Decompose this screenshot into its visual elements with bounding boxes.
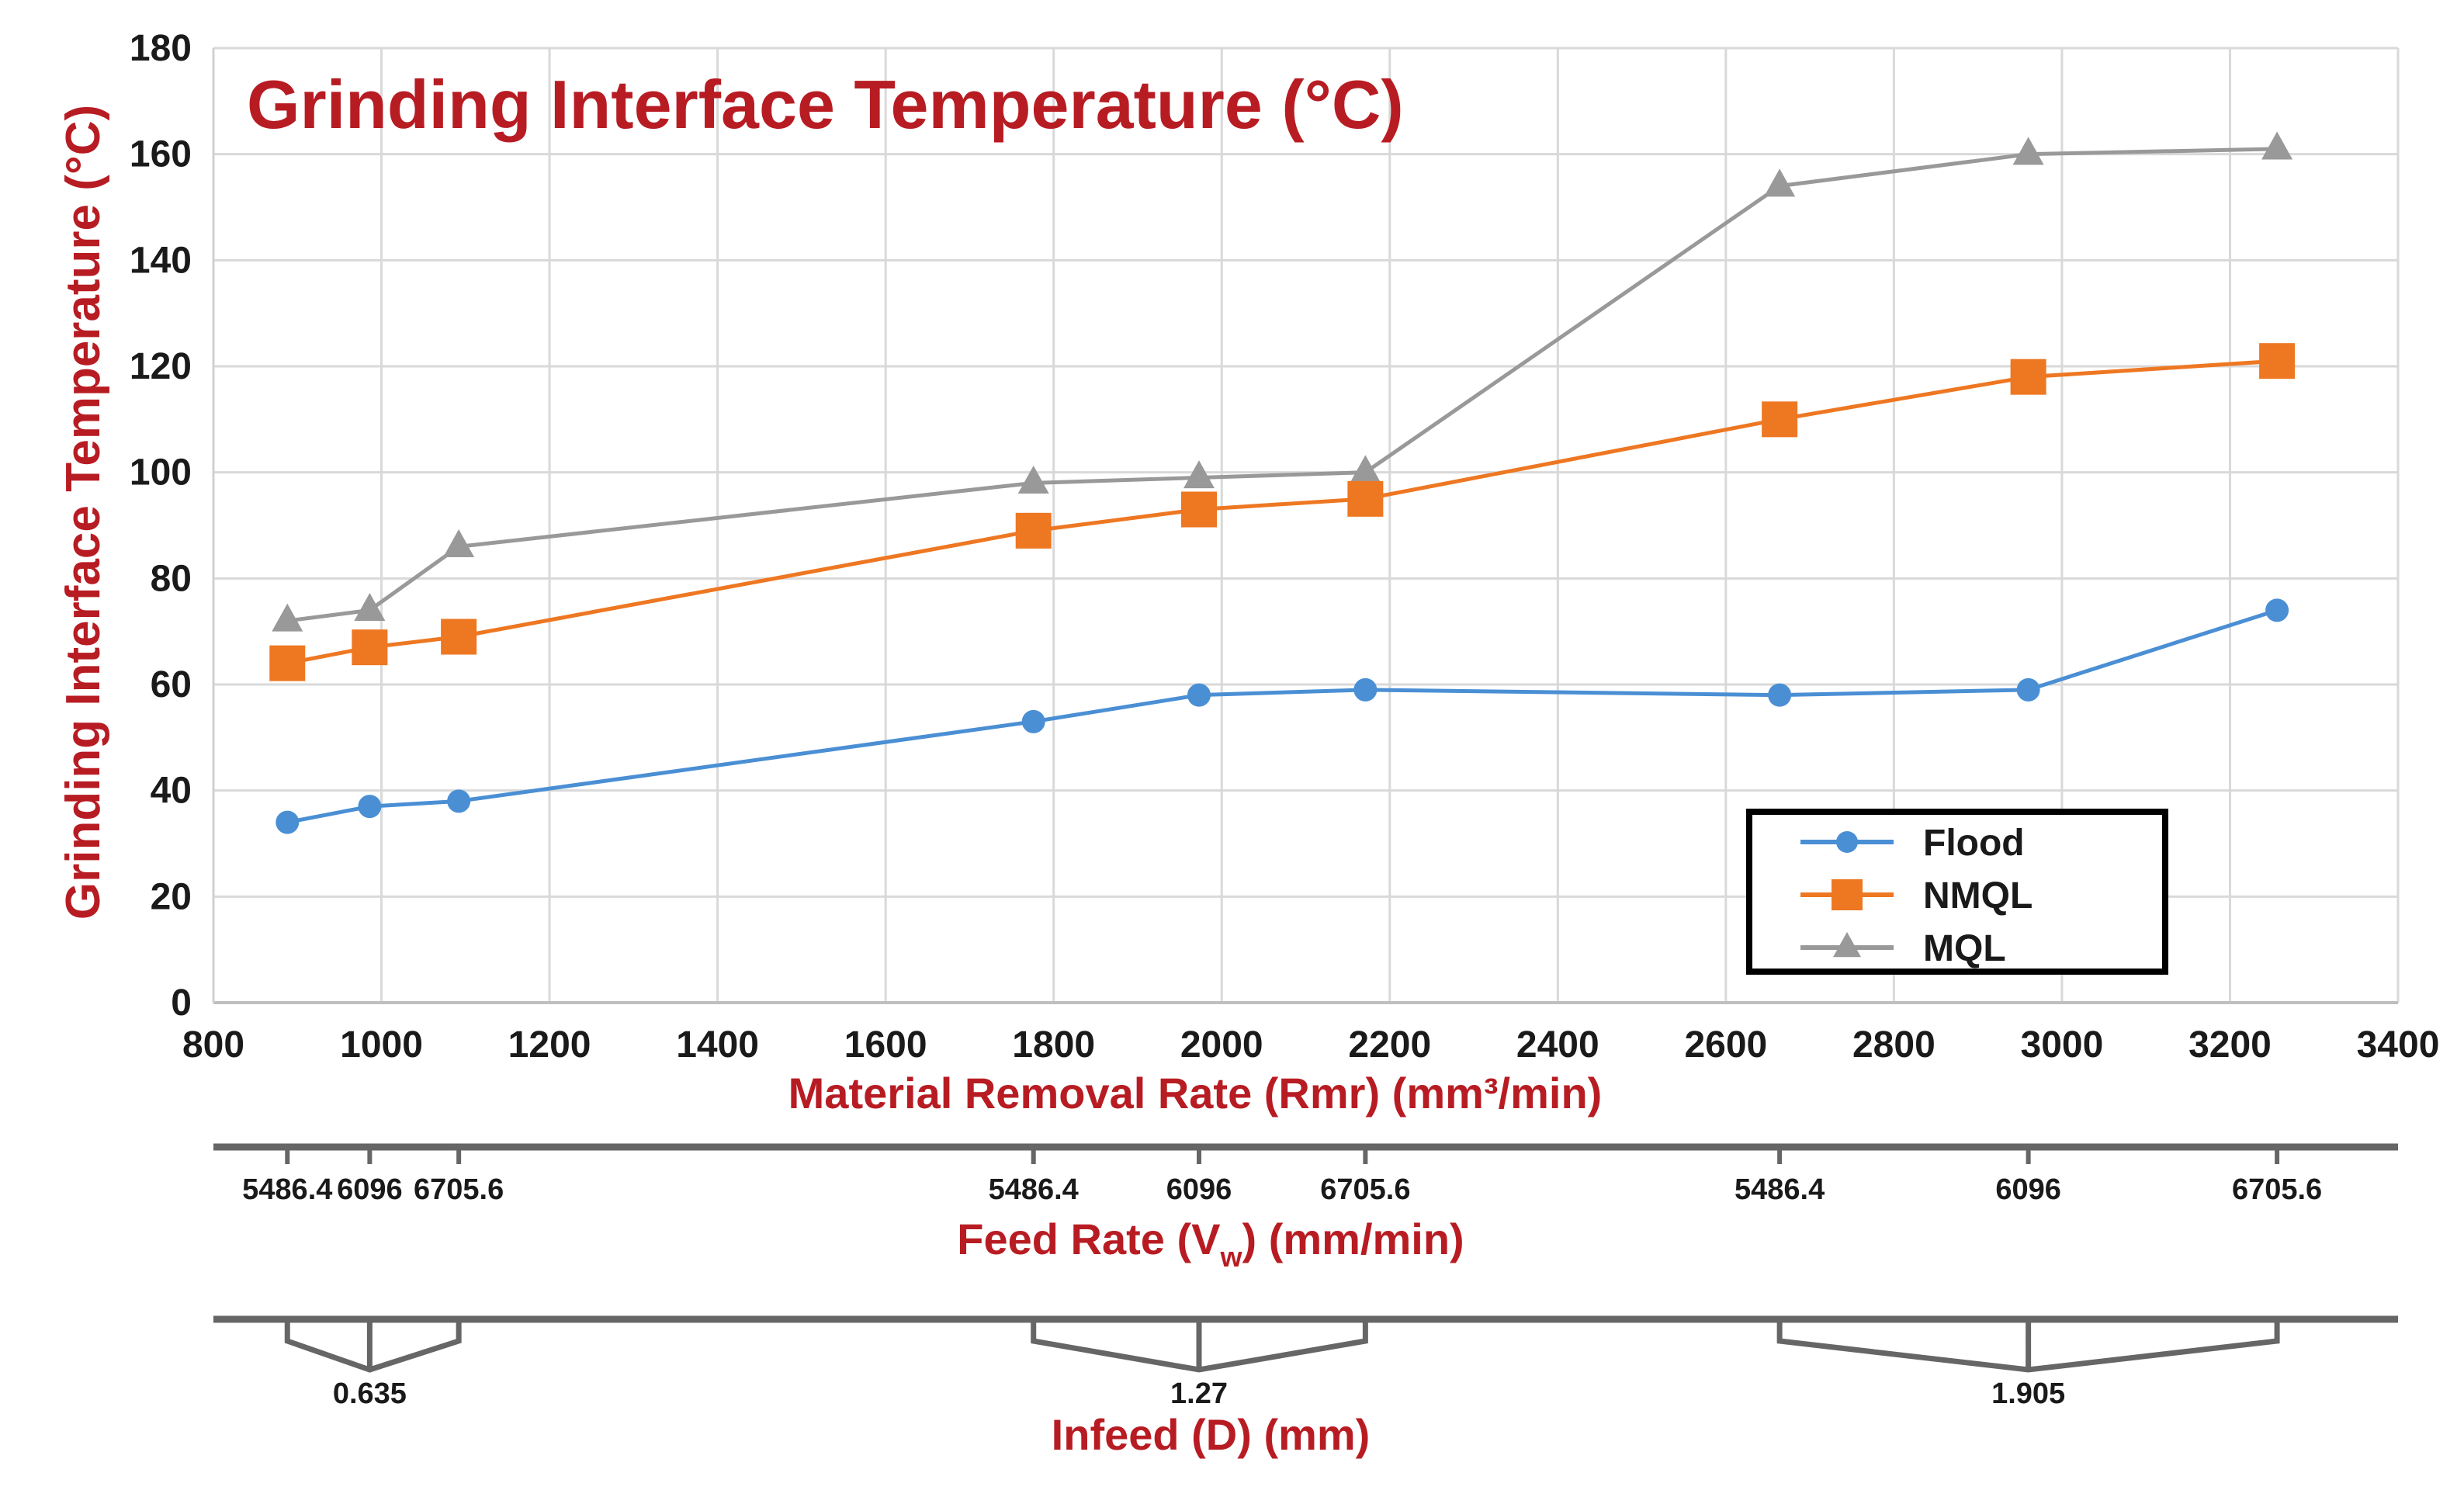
infeed-axis-label: Infeed (D) (mm) (1052, 1410, 1371, 1459)
axes: 0 20 40 60 80 100 120 140 160 180 800 1000 1200 1400 1… (130, 28, 2439, 1066)
data-point-nmql (1015, 512, 1052, 549)
y-axis-label: Grinding Interface Temperature (°C) (57, 105, 110, 920)
chart-title: Grinding Interface Temperature (°C) (247, 66, 1404, 143)
feed-rate-axis-label: Feed Rate (Vw) (mm/min) (957, 1215, 1464, 1273)
data-point-flood (1768, 683, 1792, 707)
x-tick-label: 1600 (844, 1024, 927, 1066)
legend-label-flood: Flood (1923, 823, 2025, 864)
x-tick-label: 1800 (1012, 1024, 1095, 1066)
x-tick-label: 1200 (508, 1024, 591, 1066)
data-point-nmql (1180, 491, 1217, 528)
feed-rate-label-end: ) (mm/min) (1242, 1215, 1464, 1263)
data-point-nmql (352, 629, 388, 666)
y-tick-label: 60 (151, 664, 192, 705)
data-point-mql (1017, 466, 1049, 494)
x-tick-label: 1000 (340, 1024, 423, 1066)
data-point-nmql (441, 619, 477, 655)
data-point-mql (272, 603, 303, 632)
legend-label-mql: MQL (1923, 928, 2006, 969)
y-tick-label: 100 (130, 452, 192, 494)
legend-box (1746, 809, 2168, 975)
data-point-nmql (1762, 401, 1798, 438)
x-tick-label: 3400 (2357, 1024, 2440, 1066)
data-point-nmql (269, 645, 306, 681)
infeed-bracket (1776, 1319, 2280, 1373)
x-axis-label: Material Removal Rate (Rmr) (mm³/min) (788, 1069, 1603, 1118)
data-point-mql (1183, 460, 1215, 489)
feed-rate-tick-label: 6705.6 (414, 1173, 504, 1206)
x-tick-label: 2000 (1180, 1024, 1263, 1066)
y-tick-label: 120 (130, 346, 192, 387)
data-point-nmql (2010, 359, 2046, 395)
data-point-flood (447, 789, 471, 813)
data-point-flood (1187, 683, 1211, 707)
y-tick-label: 180 (130, 28, 192, 69)
infeed-group-label: 1.905 (1991, 1377, 2065, 1410)
feed-rate-axis: Feed Rate (Vw) (mm/min) 5486.4 6096 6705.6… (213, 1143, 2398, 1273)
data-point-mql (2261, 131, 2293, 160)
data-point-mql (354, 593, 386, 622)
data-point-flood (2016, 677, 2040, 702)
x-tick-label: 1400 (676, 1024, 759, 1066)
y-tick-label: 20 (151, 876, 192, 917)
feed-rate-tick-label: 6096 (337, 1173, 403, 1206)
infeed-bracket (1031, 1319, 1368, 1373)
data-point-flood (1353, 677, 1378, 702)
x-tick-label: 2200 (1348, 1024, 1431, 1066)
feed-rate-label-main: Feed Rate (V (957, 1215, 1220, 1263)
series-lines (269, 131, 2296, 834)
data-point-flood (358, 795, 382, 819)
y-tick-label: 80 (151, 558, 192, 599)
data-point-mql (2012, 137, 2044, 165)
x-tick-label: 2600 (1684, 1024, 1767, 1066)
legend-marker-flood (1836, 831, 1858, 853)
feed-rate-tick-label: 6705.6 (2232, 1173, 2322, 1206)
legend-marker-nmql (1832, 879, 1863, 910)
feed-rate-tick-label: 5486.4 (1735, 1173, 1825, 1206)
y-tick-label: 140 (130, 240, 192, 281)
data-point-mql (1350, 455, 1381, 483)
x-tick-label: 3200 (2188, 1024, 2272, 1066)
x-tick-label: 2800 (1852, 1024, 1936, 1066)
x-tick-label: 3000 (2021, 1024, 2104, 1066)
feed-rate-tick-label: 6096 (1166, 1173, 1232, 1206)
feed-rate-tick-label: 5486.4 (242, 1173, 332, 1206)
data-point-flood (2265, 598, 2289, 622)
feed-rate-label-sub: w (1219, 1241, 1242, 1273)
infeed-axis: Infeed (D) (mm) 0.635 1.27 1.905 (213, 1315, 2398, 1459)
x-tick-label: 2400 (1516, 1024, 1599, 1066)
data-point-mql (1764, 168, 1796, 197)
legend-label-nmql: NMQL (1923, 875, 2033, 917)
legend: Flood NMQL MQL (1746, 809, 2168, 975)
data-point-nmql (2259, 343, 2296, 379)
feed-rate-tick-label: 6705.6 (1320, 1173, 1410, 1206)
data-point-flood (276, 810, 300, 834)
feed-rate-tick-label: 6096 (1995, 1173, 2061, 1206)
feed-rate-tick-label: 5486.4 (989, 1173, 1079, 1206)
data-point-nmql (1347, 480, 1384, 517)
data-point-flood (1021, 709, 1045, 733)
data-point-mql (443, 529, 475, 558)
infeed-bracket (284, 1319, 462, 1373)
infeed-group-label: 1.27 (1170, 1377, 1228, 1410)
y-tick-label: 160 (130, 134, 192, 175)
legend-marker-mql (1833, 931, 1861, 958)
infeed-group-label: 0.635 (333, 1377, 407, 1410)
y-tick-label: 0 (171, 982, 192, 1024)
y-tick-label: 40 (151, 771, 192, 812)
x-tick-label: 800 (182, 1024, 244, 1066)
